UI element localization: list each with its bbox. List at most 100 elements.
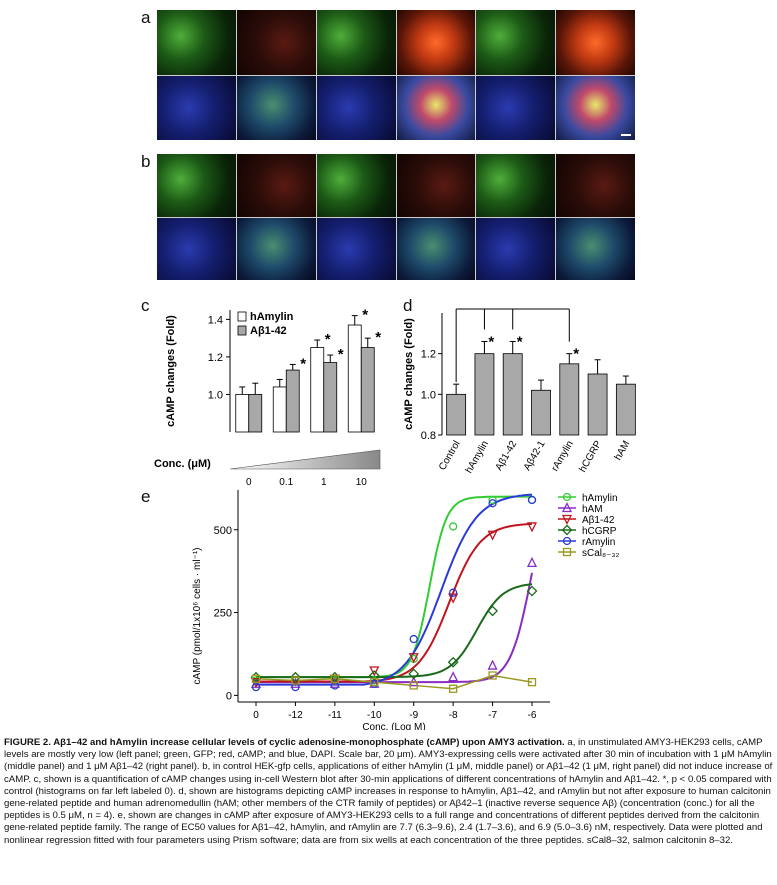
d-star: * (573, 346, 579, 363)
e-point (488, 495, 497, 505)
e-point (561, 514, 573, 525)
e-xtick-label: -6 (528, 710, 537, 721)
e-legend-label: sCal₈₋₃₂ (582, 548, 620, 559)
c-xtick-label: 10 (356, 477, 368, 485)
e-xtick-label: -11 (328, 710, 342, 721)
e-point (251, 674, 261, 683)
d-bar (446, 393, 467, 436)
d-ytick-label: 1.2 (421, 349, 436, 361)
d-bar (502, 353, 523, 436)
e-point (527, 495, 537, 505)
micrograph-grid-b (157, 154, 635, 280)
e-point (448, 593, 459, 604)
c-xtick-label: 0.1 (279, 477, 293, 485)
c-bar (323, 362, 338, 433)
c-bar (272, 386, 287, 433)
e-point (447, 656, 459, 668)
e-xtick-label: -7 (488, 710, 497, 721)
micrograph-a-r2-c6 (556, 75, 635, 140)
e-point (329, 677, 340, 688)
e-legend-label: hAM (582, 504, 603, 515)
d-bar (559, 363, 580, 436)
panel-label-b: b (141, 152, 151, 171)
e-fit-curve (256, 572, 533, 684)
micrograph-grid-a (157, 10, 635, 140)
micrograph-a-r2-c3 (316, 75, 396, 140)
e-legend-label: rAmylin (582, 537, 615, 548)
c-concentration-wedge (229, 449, 381, 470)
e-xtick-label: -9 (409, 710, 418, 721)
e-point (561, 524, 573, 536)
c-ytick-label: 1.0 (208, 389, 223, 401)
c-star: * (300, 355, 306, 372)
d-bar (474, 353, 495, 436)
c-star: * (375, 329, 381, 346)
e-ytick-label: 0 (226, 690, 232, 702)
e-point (330, 674, 340, 683)
micrograph-b-r2-c4 (396, 217, 476, 280)
e-point (526, 522, 538, 533)
e-point (408, 668, 420, 680)
e-xtick-label: -10 (367, 710, 382, 721)
c-star: * (338, 346, 344, 363)
c-x-label: Conc. (μM) (154, 458, 211, 470)
c-star: * (325, 331, 331, 348)
micrograph-b-r1-c3 (316, 154, 396, 217)
e-fit-curve (256, 583, 533, 679)
e-point (488, 499, 497, 508)
d-star: * (517, 333, 523, 350)
e-point (527, 677, 537, 687)
micrograph-b-r2-c1 (157, 217, 236, 280)
micrograph-a-r1-c4 (396, 10, 476, 75)
e-point (487, 605, 498, 617)
e-point (562, 492, 572, 502)
d-xtick-label: Aβ1-42 (494, 439, 520, 473)
micrograph-b-r2-c6 (556, 217, 635, 280)
e-xtick-label: 0 (253, 710, 259, 721)
e-point (562, 536, 572, 546)
e-point (526, 585, 538, 597)
micrograph-a-r1-c5 (476, 10, 556, 75)
caption-title: Aβ1–42 and hAmylin increase cellular lev… (53, 737, 565, 748)
micrograph-b-r1-c5 (476, 154, 556, 217)
micrograph-b-r2-c3 (316, 217, 396, 280)
chart-d: 0.8 1.0 1.2 cAMP changes (Fold) Control * hAmy… (403, 308, 636, 475)
figure-caption: FIGURE 2. Aβ1–42 and hAmylin increase ce… (4, 737, 774, 847)
e-point (369, 666, 380, 677)
e-point (487, 659, 498, 670)
e-ytick-label: 250 (214, 608, 232, 620)
c-star: * (362, 307, 368, 324)
micrograph-b-r1-c6 (556, 154, 635, 217)
micrograph-a-r1-c2 (236, 10, 316, 75)
e-legend-label: hAmylin (582, 493, 618, 504)
d-xtick-label: Control (437, 439, 463, 472)
c-bar (310, 347, 325, 433)
micrograph-a-r2-c1 (157, 75, 236, 140)
c-y-label: cAMP changes (Fold) (165, 315, 177, 427)
c-bar (235, 394, 250, 433)
e-point (487, 530, 498, 541)
chart-c: 1.0 1.2 1.4 cAMP changes (Fold) 0 * 0.1 * * 1 * * 10… (154, 307, 381, 485)
caption-head: FIGURE 2. (4, 737, 54, 748)
e-point (370, 677, 379, 687)
c-bar (248, 394, 263, 433)
c-xtick-label: 1 (321, 477, 327, 485)
c-legend-label: hAmylin (250, 311, 294, 323)
d-bar (587, 373, 608, 436)
c-legend-swatch (237, 325, 247, 336)
micrograph-a-r2-c2 (236, 75, 316, 140)
e-y-label: cAMP (pmol/1x10⁶ cells · ml⁻¹) (192, 547, 203, 684)
c-bar (360, 347, 375, 433)
panel-label-c: c (141, 296, 150, 315)
chart-e: 0 250 500 0 -12 -11 -10 -9 -8 -7 -6 Conc. (Log M) cA… (192, 490, 620, 730)
e-series-line (255, 674, 533, 690)
e-fit-curve (256, 495, 532, 679)
e-point (409, 634, 418, 644)
micrograph-a-r1-c6 (556, 10, 635, 75)
c-ytick-label: 1.2 (208, 352, 223, 364)
e-ytick-label: 500 (214, 525, 232, 537)
d-y-label: cAMP changes (Fold) (403, 318, 415, 430)
e-point (448, 671, 459, 682)
d-ytick-label: 0.8 (421, 430, 436, 442)
micrograph-b-r2-c2 (236, 217, 316, 280)
